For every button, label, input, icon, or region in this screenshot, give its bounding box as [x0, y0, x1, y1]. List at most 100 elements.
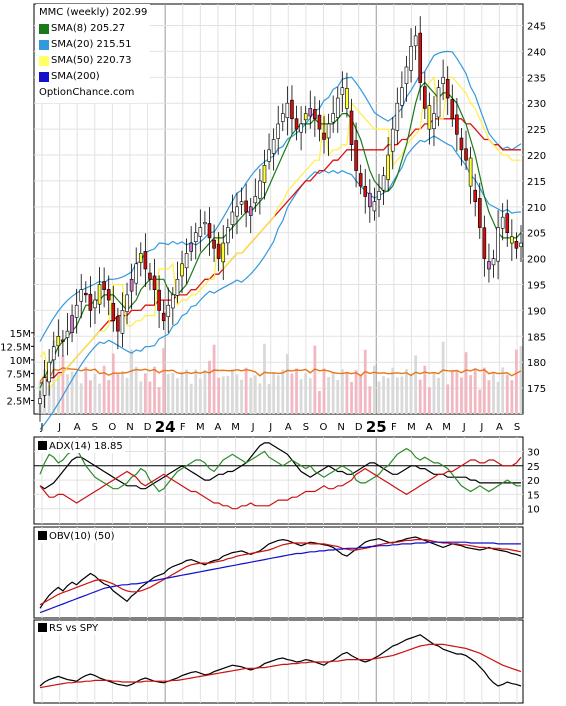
legend-item-label: SMA(8) 205.27	[51, 23, 126, 34]
volume-bar	[79, 383, 83, 414]
x-tick-label: A	[215, 422, 222, 433]
candle-body	[239, 201, 244, 205]
volume-bar	[363, 349, 367, 414]
volume-bar	[290, 373, 294, 414]
candle-body	[198, 227, 203, 237]
volume-bar	[308, 378, 312, 414]
candle-body	[331, 113, 335, 123]
rs-series-line	[39, 643, 522, 689]
price-tick-label: 185	[527, 332, 546, 343]
candle-body	[143, 251, 148, 270]
candle-body	[455, 114, 459, 135]
candle-body	[386, 154, 390, 180]
volume-tick-label: 2.5M	[6, 396, 31, 407]
volume-bar	[345, 371, 349, 414]
candle-body	[47, 361, 51, 383]
candle-body	[253, 196, 258, 204]
obv-series-line	[39, 536, 522, 609]
x-tick-label: J	[479, 422, 483, 433]
candle-body	[70, 315, 74, 334]
adx-tick-label: 15	[527, 490, 540, 501]
candle-body	[290, 99, 294, 120]
volume-ma-line	[39, 367, 522, 382]
x-tick-label: S	[514, 422, 520, 433]
x-tick-label: N	[126, 422, 133, 433]
price-tick-label: 230	[527, 99, 546, 110]
volume-bar	[70, 371, 74, 414]
volume-bar	[423, 365, 427, 414]
volume-tick-label: 5M	[16, 383, 31, 394]
volume-bar	[304, 373, 308, 414]
volume-bar	[75, 371, 79, 414]
volume-bar	[244, 367, 248, 414]
volume-bar	[203, 370, 207, 414]
candle-body	[84, 292, 88, 296]
x-tick-label: O	[108, 422, 116, 433]
volume-bar	[482, 367, 486, 414]
x-tick-label: M	[442, 422, 451, 433]
x-tick-label: M	[407, 422, 416, 433]
price-tick-label: 215	[527, 177, 546, 188]
volume-bar	[313, 345, 317, 414]
legend-item: SMA(50) 220.73	[39, 53, 147, 69]
volume-bar	[231, 369, 234, 414]
candle-body	[477, 198, 482, 228]
price-series	[38, 16, 523, 430]
x-tick-label: S	[92, 422, 98, 433]
x-tick-label: S	[303, 422, 309, 433]
candle-body	[120, 310, 125, 334]
x-tick-label: 24	[155, 418, 176, 436]
x-tick-label: D	[355, 422, 363, 433]
candle-body	[409, 45, 413, 71]
volume-bar	[464, 352, 468, 414]
candle-body	[285, 102, 290, 119]
volume-bar	[93, 374, 97, 414]
x-tick-label: N	[337, 422, 344, 433]
volume-bar	[427, 387, 431, 414]
candle-body	[161, 312, 166, 322]
x-tick-label: O	[320, 422, 328, 433]
price-tick-label: 195	[527, 281, 546, 292]
price-tick-label: 205	[527, 229, 546, 240]
volume-bar	[180, 371, 184, 414]
candle-body	[262, 165, 267, 183]
candle-body	[79, 289, 84, 302]
volume-bar	[267, 383, 271, 414]
candle-body	[116, 316, 120, 332]
volume-bar	[221, 376, 225, 414]
volume-bar	[88, 380, 92, 414]
volume-bar	[125, 377, 129, 414]
candle-body	[65, 330, 70, 338]
candle-body	[500, 216, 505, 229]
volume-bar	[496, 381, 500, 414]
obv-label: OBV(10) (50)	[36, 531, 117, 543]
volume-bar	[510, 380, 514, 414]
candle-body	[400, 87, 404, 106]
volume-bar	[56, 374, 60, 414]
adx-tick-label: 10	[527, 505, 540, 516]
volume-bar	[441, 341, 445, 414]
volume-bar	[148, 381, 152, 414]
adx-series-line	[39, 447, 521, 493]
volume-tick-label: 10M	[10, 356, 31, 367]
candle-body	[395, 102, 400, 131]
volume-bar	[318, 391, 321, 414]
legend-swatch	[39, 24, 49, 34]
candle-body	[496, 227, 500, 262]
candle-body	[267, 149, 271, 162]
candle-body	[152, 275, 157, 290]
x-tick-label: J	[40, 422, 44, 433]
volume-bar	[501, 367, 505, 414]
candle-body	[244, 200, 248, 213]
volume-bar	[208, 360, 211, 414]
axis-labels: J J A S O N D 24 F M A M J J A S O N D 25 F M A M J J A S1751801851…	[0, 22, 546, 516]
legend-swatch	[39, 56, 49, 66]
candle-body	[157, 289, 161, 311]
volume-bar	[354, 370, 358, 414]
volume-bar	[405, 369, 408, 414]
volume-bar	[143, 373, 147, 414]
volume-bar	[212, 344, 216, 414]
candle-body	[473, 189, 477, 202]
candle-body	[61, 339, 65, 342]
